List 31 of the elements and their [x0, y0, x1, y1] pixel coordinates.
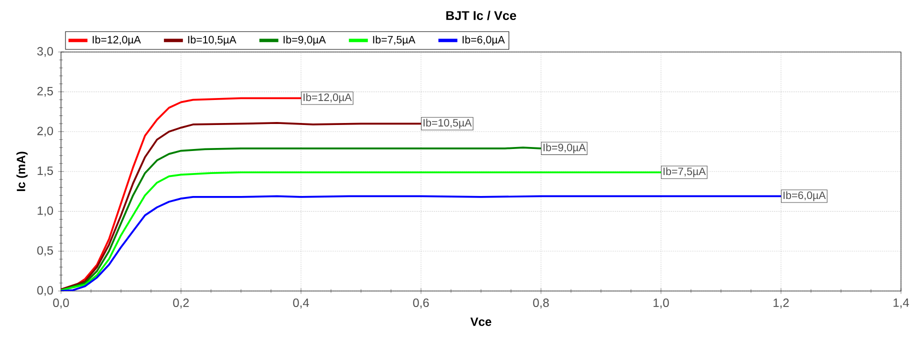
legend-label: Ib=9,0µA — [284, 36, 326, 46]
y-tick-label: 0,5 — [37, 246, 53, 256]
x-tick-label: 1,2 — [774, 298, 789, 308]
x-tick-label: 0,4 — [293, 298, 309, 308]
legend-label: Ib=12,0µA — [92, 36, 141, 46]
x-tick-label: 0,6 — [413, 298, 429, 308]
x-tick-label: 0,8 — [533, 298, 549, 308]
x-tick-label: 1,4 — [894, 298, 909, 308]
x-tick-label: 1,0 — [654, 298, 669, 308]
legend-label: Ib=7,5µA — [373, 36, 416, 46]
text: Ib=10,5µA — [424, 118, 472, 129]
text: Ib=7,5µA — [664, 167, 706, 178]
line-series — [61, 122, 422, 290]
x-tick-label: 0,2 — [173, 298, 189, 308]
y-axis-title: Ic (mA) — [16, 152, 28, 192]
text: Ib=6,0µA — [784, 191, 826, 202]
text: Ib=9,0µA — [544, 143, 586, 154]
y-tick-label: 2,0 — [37, 126, 53, 137]
line-series — [61, 171, 662, 291]
legend-label: Ib=10,5µA — [188, 36, 236, 46]
y-tick-label: 0,0 — [37, 286, 53, 296]
x-tick-label: 0,0 — [53, 298, 69, 308]
y-tick-label: 2,5 — [37, 86, 53, 97]
x-axis-title: Vce — [470, 318, 492, 326]
y-tick-label: 1,5 — [38, 166, 53, 176]
line-series — [61, 195, 782, 291]
chart-title: BJT Ic / Vce — [446, 10, 516, 20]
text: Ib=12,0µA — [304, 93, 352, 104]
y-tick-label: 1,0 — [38, 206, 53, 216]
y-tick-label: 3,0 — [37, 47, 53, 57]
legend-label: Ib=6,0µA — [462, 36, 505, 46]
